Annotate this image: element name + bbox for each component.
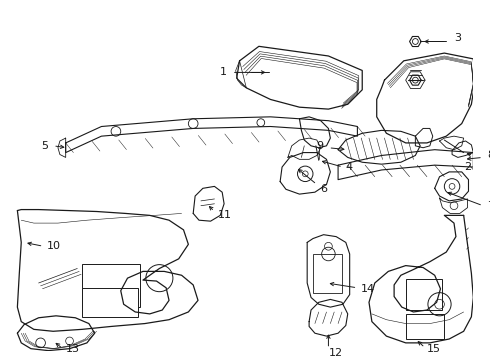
Bar — [406, 279, 442, 310]
Text: 15: 15 — [427, 344, 441, 354]
Text: 14: 14 — [361, 284, 375, 294]
Text: 2: 2 — [464, 162, 471, 172]
Bar — [406, 314, 444, 339]
Text: 9: 9 — [317, 141, 323, 151]
Text: 5: 5 — [41, 141, 49, 151]
Text: 1: 1 — [220, 67, 227, 77]
Text: 8: 8 — [487, 150, 490, 161]
Text: 3: 3 — [454, 33, 461, 42]
Bar — [82, 264, 140, 307]
Text: 11: 11 — [218, 210, 231, 220]
Text: 12: 12 — [328, 347, 343, 357]
Text: 4: 4 — [346, 162, 353, 172]
Text: 7: 7 — [487, 201, 490, 211]
Bar — [313, 254, 342, 293]
Text: 6: 6 — [320, 184, 328, 194]
Bar — [82, 288, 138, 317]
Text: 10: 10 — [47, 241, 60, 251]
Text: 13: 13 — [66, 344, 80, 354]
